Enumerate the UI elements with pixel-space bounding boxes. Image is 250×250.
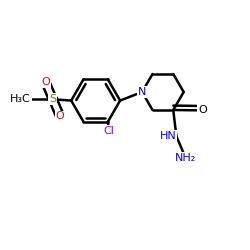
Text: Cl: Cl (104, 126, 115, 136)
Text: O: O (198, 105, 207, 115)
Text: HN: HN (160, 131, 176, 141)
Text: O: O (41, 77, 50, 87)
Text: O: O (56, 112, 64, 122)
Text: H₃C: H₃C (10, 94, 31, 104)
Text: NH₂: NH₂ (175, 153, 196, 163)
Text: N: N (138, 87, 146, 97)
Text: S: S (49, 94, 56, 104)
